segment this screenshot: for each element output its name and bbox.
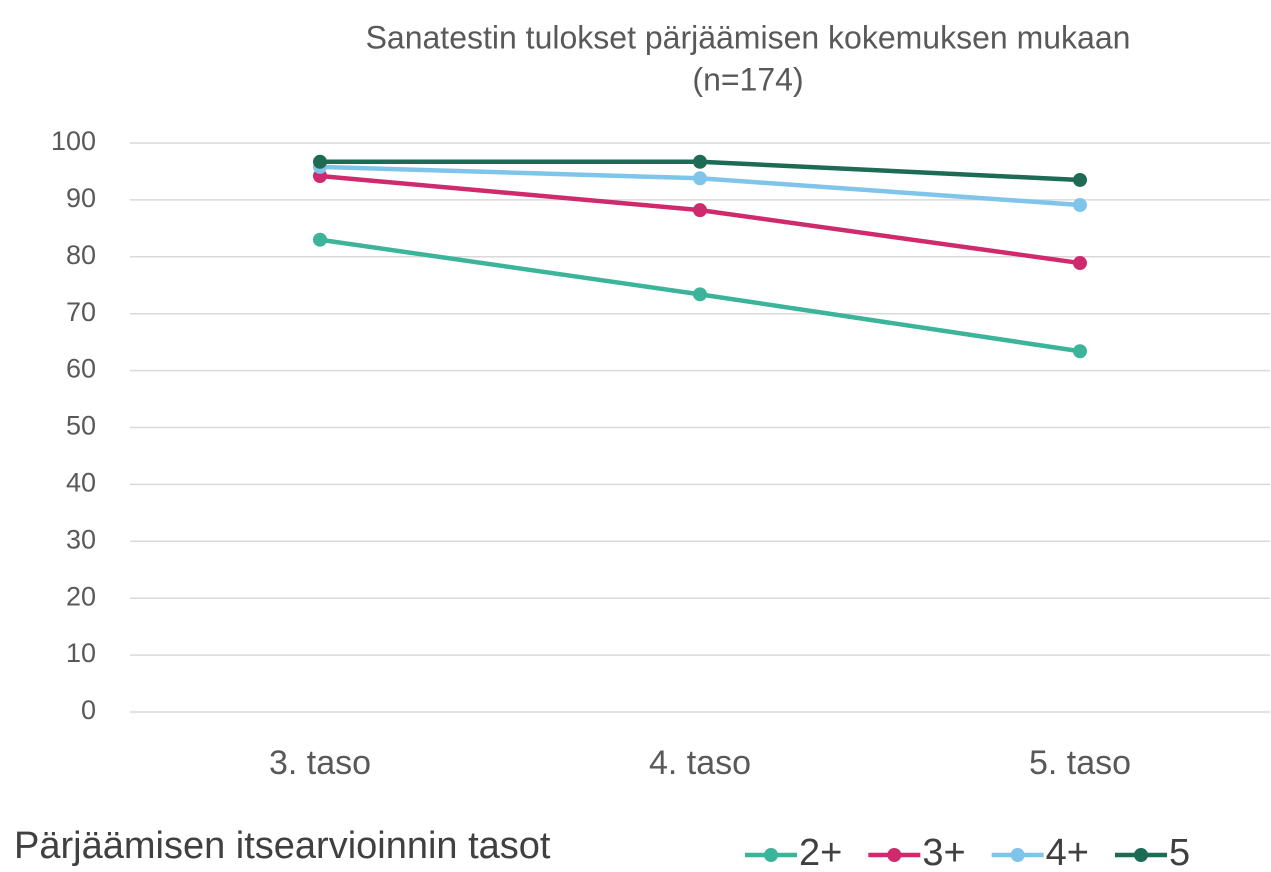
legend-marker — [887, 848, 902, 862]
legend-label: 4+ — [1046, 832, 1089, 872]
point — [313, 232, 327, 247]
point — [693, 287, 707, 302]
y-tick-label: 60 — [66, 354, 96, 384]
x-tick-label: 3. taso — [269, 744, 371, 782]
legend-title: Pärjäämisen itsearvioinnin tasot — [14, 825, 551, 867]
y-tick-label: 70 — [66, 297, 96, 327]
x-tick-label: 5. taso — [1029, 744, 1131, 782]
series-line — [319, 173, 1081, 266]
point — [693, 203, 707, 218]
point — [1073, 172, 1087, 187]
point — [313, 154, 327, 169]
y-tick-label: 10 — [66, 638, 96, 668]
legend-marker — [764, 848, 778, 862]
y-tick-label: 0 — [81, 695, 96, 725]
point — [693, 154, 707, 169]
point — [1073, 198, 1087, 213]
chart-title: Sanatestin tulokset pärjäämisen kokemuks… — [366, 19, 1131, 55]
y-tick-label: 90 — [66, 183, 96, 213]
legend-label: 3+ — [922, 832, 965, 872]
legend-label: 2+ — [799, 832, 842, 872]
point — [1073, 344, 1087, 359]
point — [1073, 256, 1087, 271]
legend-label: 5 — [1169, 832, 1190, 872]
y-tick-label: 30 — [66, 524, 96, 554]
legend-marker — [1010, 848, 1025, 862]
y-tick-label: 80 — [66, 240, 96, 270]
point — [693, 171, 707, 186]
y-tick-label: 40 — [66, 468, 96, 498]
y-tick-label: 20 — [66, 581, 96, 611]
x-tick-label: 4. taso — [649, 744, 751, 782]
chart-title: (n=174) — [692, 61, 803, 97]
legend-marker — [1133, 848, 1148, 862]
y-tick-label: 50 — [66, 411, 96, 441]
y-tick-label: 100 — [51, 126, 96, 156]
